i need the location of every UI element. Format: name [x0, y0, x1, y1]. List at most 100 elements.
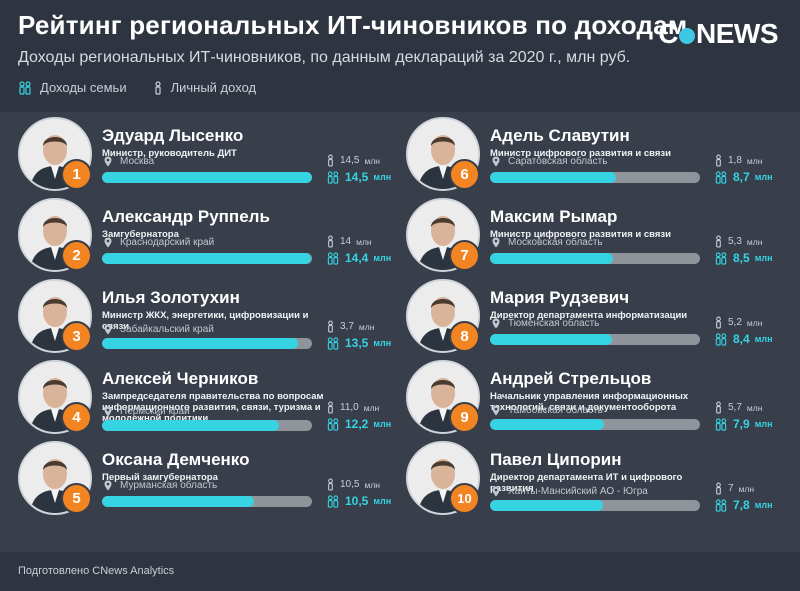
official-name: Максим Рымар: [490, 207, 618, 226]
family-income: 7,9 млн: [714, 417, 773, 431]
unit-label: млн: [754, 500, 773, 510]
page-title: Рейтинг региональных ИТ-чиновников по до…: [18, 10, 688, 40]
personal-income: 11,0 млн: [326, 401, 391, 414]
person-icon: [716, 235, 721, 248]
official-position: Министр цифрового развития и связи: [490, 148, 671, 159]
region-label: Мурманская область: [120, 480, 218, 491]
unit-label: млн: [754, 419, 773, 429]
income-values: 7 млн 7,8 млн: [714, 482, 773, 512]
income-bar: [102, 496, 312, 507]
family-income-value: 13,5: [345, 336, 369, 350]
official-name: Эдуард Лысенко: [102, 126, 244, 145]
official-card: 9 Андрей Стрельцов Начальник управления …: [388, 355, 800, 436]
unit-label: млн: [738, 483, 755, 494]
person-icon: [716, 482, 721, 495]
family-icon: [715, 417, 727, 431]
person-icon: [716, 154, 721, 167]
personal-income: 14 млн: [326, 235, 391, 248]
family-icon: [715, 332, 727, 346]
income-bar-fill: [490, 253, 614, 264]
official-position: Начальник управления информационных техн…: [490, 391, 689, 413]
family-income-value: 7,9: [733, 417, 750, 431]
family-income: 14,4 млн: [326, 251, 391, 265]
location-pin-icon: [104, 480, 112, 491]
income-bar: [490, 172, 700, 183]
income-bar-fill: [490, 172, 616, 183]
region-label: Ханты-Мансийский АО - Югра: [508, 486, 648, 497]
personal-income-value: 1,8: [728, 155, 742, 166]
region-label: Саратовская область: [508, 156, 608, 167]
family-icon: [327, 494, 339, 508]
official-name: Алексей Черников: [102, 369, 259, 388]
region-label: Забайкальский край: [120, 324, 214, 335]
unit-label: млн: [373, 172, 392, 182]
location-pin-icon: [492, 237, 500, 248]
personal-income-value: 14,5: [340, 155, 360, 166]
official-card: 10 Павел Ципорин Директор департамента И…: [388, 436, 800, 517]
personal-income-value: 14: [340, 236, 352, 247]
person-icon: [328, 320, 333, 333]
family-icon: [327, 417, 339, 431]
official-region: Тюменская область: [492, 318, 599, 329]
avatar: [406, 198, 480, 272]
income-bar-fill: [490, 419, 605, 430]
income-bar: [102, 253, 312, 264]
rank-badge: 1: [63, 161, 90, 188]
rank-badge: 7: [451, 242, 478, 269]
unit-label: млн: [746, 155, 763, 166]
income-bar: [102, 172, 312, 183]
family-income-value: 10,5: [345, 494, 369, 508]
person-icon: [328, 478, 333, 491]
official-position: Министр, руководитель ДИТ: [102, 148, 237, 159]
family-icon: [327, 170, 339, 184]
official-name: Павел Ципорин: [490, 450, 622, 469]
official-card: 2 Александр Руппель Замгубернатора Красн…: [0, 193, 391, 274]
location-pin-icon: [104, 406, 112, 417]
legend-item-family: Доходы семьи: [18, 80, 127, 95]
avatar: [406, 279, 480, 353]
location-pin-icon: [104, 237, 112, 248]
official-card: 8 Мария Рудзевич Директор департамента и…: [388, 274, 800, 355]
person-icon: [328, 235, 333, 248]
official-card: 5 Оксана Демченко Первый замгубернатора …: [0, 436, 391, 517]
personal-income-value: 10,5: [340, 479, 360, 490]
personal-income-value: 5,2: [728, 317, 742, 328]
official-card: 7 Максим Рымар Министр цифрового развити…: [388, 193, 800, 274]
personal-income: 7 млн: [714, 482, 773, 495]
unit-label: млн: [373, 496, 392, 506]
unit-label: млн: [754, 334, 773, 344]
rank-badge: 5: [63, 485, 90, 512]
family-icon: [327, 336, 339, 350]
official-name: Андрей Стрельцов: [490, 369, 652, 388]
personal-income-value: 5,3: [728, 236, 742, 247]
official-position: Министр цифрового развития и связи: [490, 229, 671, 240]
personal-income-value: 7: [728, 483, 734, 494]
official-name: Адель Славутин: [490, 126, 630, 145]
official-region: Мурманская область: [104, 480, 217, 491]
person-icon: [716, 316, 721, 329]
family-icon: [715, 170, 727, 184]
official-name: Оксана Демченко: [102, 450, 250, 469]
avatar: [18, 198, 92, 272]
cnews-logo: C NEWS: [658, 18, 778, 49]
personal-income-value: 11,0: [340, 402, 359, 413]
official-region: Краснодарский край: [104, 237, 214, 248]
family-income: 10,5 млн: [326, 494, 391, 508]
rank-badge: 8: [451, 323, 478, 350]
person-icon: [328, 154, 333, 167]
location-pin-icon: [492, 486, 500, 497]
header: Рейтинг региональных ИТ-чиновников по до…: [18, 8, 782, 95]
unit-label: млн: [373, 253, 392, 263]
official-position: Зампредседателя правительства по вопроса…: [102, 391, 324, 424]
legend-item-personal: Личный доход: [153, 80, 256, 95]
region-label: Тюменская область: [508, 318, 600, 329]
income-values: 3,7 млн 13,5 млн: [326, 320, 391, 350]
location-pin-icon: [492, 156, 500, 167]
family-income-value: 7,8: [733, 498, 750, 512]
unit-label: млн: [746, 236, 763, 247]
official-position: Директор департамента ИТ и цифрового раз…: [490, 472, 683, 494]
income-bar: [490, 253, 700, 264]
unit-label: млн: [356, 236, 372, 247]
family-income-value: 14,5: [345, 170, 369, 184]
income-bar-fill: [102, 253, 311, 264]
